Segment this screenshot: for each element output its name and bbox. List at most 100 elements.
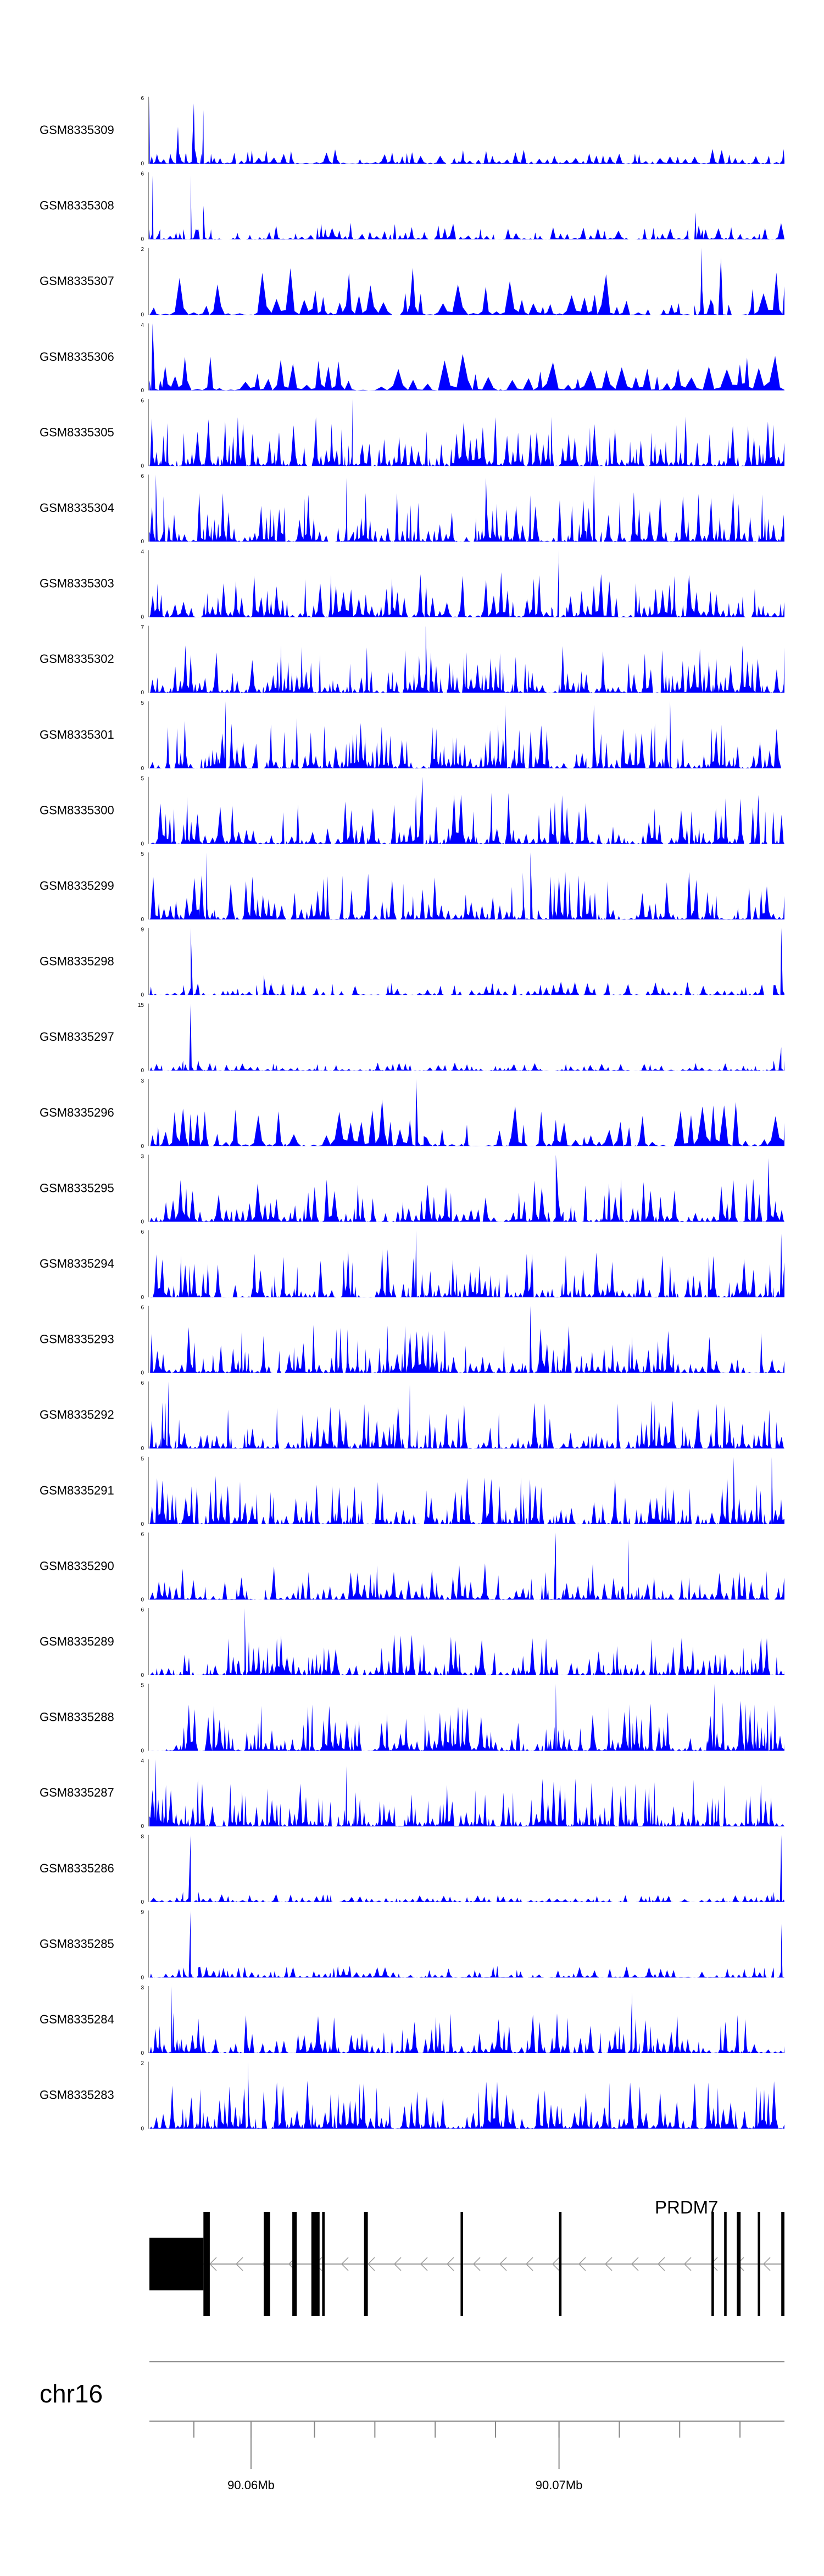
track-label: GSM8335304 <box>40 501 114 515</box>
exon-block <box>559 2212 562 2316</box>
y-max-label: 5 <box>141 1456 144 1462</box>
y-max-label: 6 <box>141 1607 144 1613</box>
y-min-label: 0 <box>141 463 144 469</box>
coverage-area <box>149 1532 784 1600</box>
y-max-label: 9 <box>141 927 144 933</box>
coverage-area <box>149 248 784 315</box>
track-label: GSM8335294 <box>40 1257 114 1270</box>
track-label: GSM8335289 <box>40 1635 114 1648</box>
y-max-label: 2 <box>141 247 144 253</box>
y-min-label: 0 <box>141 312 144 318</box>
y-max-label: 9 <box>141 1909 144 1915</box>
track-GSM8335309: GSM8335309 6 0 <box>40 96 784 167</box>
y-min-label: 0 <box>141 917 144 923</box>
track-label: GSM8335293 <box>40 1332 114 1346</box>
track-label: GSM8335307 <box>40 274 114 288</box>
y-min-label: 0 <box>141 1521 144 1527</box>
y-max-label: 3 <box>141 1985 144 1991</box>
coverage-area <box>149 1079 784 1146</box>
coverage-area <box>149 1230 784 1297</box>
y-min-label: 0 <box>141 1824 144 1830</box>
coverage-area <box>149 1003 784 1071</box>
track-label: GSM8335308 <box>40 199 114 213</box>
y-min-label: 0 <box>141 841 144 847</box>
track-GSM8335284: GSM8335284 3 0 <box>40 1985 784 2056</box>
strand-arrow-icon <box>367 2257 375 2271</box>
exon-block <box>203 2212 210 2316</box>
track-label: GSM8335299 <box>40 879 114 893</box>
track-GSM8335297: GSM8335297 15 0 <box>40 1002 784 1074</box>
y-min-label: 0 <box>141 690 144 696</box>
exon-block <box>364 2212 368 2316</box>
y-min-label: 0 <box>141 615 144 621</box>
track-label: GSM8335286 <box>40 1861 114 1875</box>
y-min-label: 0 <box>141 1597 144 1603</box>
y-min-label: 0 <box>141 237 144 243</box>
strand-arrow-icon <box>446 2257 454 2271</box>
coverage-area <box>149 626 784 693</box>
track-label: GSM8335296 <box>40 1106 114 1119</box>
coverage-area <box>149 399 784 466</box>
track-GSM8335283: GSM8335283 2 0 <box>40 2061 784 2132</box>
y-max-label: 3 <box>141 1153 144 1159</box>
track-GSM8335308: GSM8335308 6 0 <box>40 171 784 243</box>
track-GSM8335296: GSM8335296 3 0 <box>40 1078 784 1150</box>
y-min-label: 0 <box>141 388 144 394</box>
y-min-label: 0 <box>141 993 144 999</box>
strand-arrow-icon <box>341 2257 349 2271</box>
y-max-label: 6 <box>141 398 144 404</box>
track-label: GSM8335305 <box>40 425 114 439</box>
y-max-label: 5 <box>141 851 144 857</box>
y-min-label: 0 <box>141 161 144 167</box>
exon-block <box>149 2238 204 2290</box>
coverage-area <box>149 1608 784 1675</box>
track-label: GSM8335295 <box>40 1181 114 1195</box>
track-label: GSM8335283 <box>40 2088 114 2102</box>
track-GSM8335286: GSM8335286 8 0 <box>40 1834 784 1905</box>
y-max-label: 4 <box>141 1758 144 1764</box>
y-min-label: 0 <box>141 1295 144 1301</box>
track-GSM8335292: GSM8335292 6 0 <box>40 1380 784 1452</box>
track-GSM8335287: GSM8335287 4 0 <box>40 1758 784 1830</box>
strand-arrow-icon <box>472 2257 481 2271</box>
coverage-tracks: GSM833530960GSM833530860GSM833530720GSM8… <box>40 96 784 2132</box>
track-label: GSM8335298 <box>40 955 114 968</box>
track-GSM8335291: GSM8335291 5 0 <box>40 1456 784 1527</box>
exon-block <box>460 2212 463 2316</box>
y-max-label: 3 <box>141 1078 144 1084</box>
y-max-label: 6 <box>141 1380 144 1386</box>
y-min-label: 0 <box>141 1446 144 1452</box>
coverage-area <box>149 2061 784 2129</box>
track-label: GSM8335306 <box>40 350 114 364</box>
y-min-label: 0 <box>141 2050 144 2056</box>
track-label: GSM8335285 <box>40 1937 114 1950</box>
y-max-label: 6 <box>141 171 144 177</box>
coverage-area <box>149 1155 784 1222</box>
coverage-area <box>149 323 784 391</box>
strand-arrow-icon <box>499 2257 507 2271</box>
track-label: GSM8335291 <box>40 1484 114 1497</box>
coverage-area <box>149 928 784 995</box>
exon-block <box>737 2212 741 2316</box>
track-GSM8335304: GSM8335304 6 0 <box>40 473 784 545</box>
exon-block <box>781 2212 784 2316</box>
y-max-label: 2 <box>141 2061 144 2067</box>
coverage-area <box>149 97 784 164</box>
coverage-area <box>149 550 784 617</box>
coverage-area <box>149 1910 784 1978</box>
track-GSM8335294: GSM8335294 6 0 <box>40 1229 784 1301</box>
track-GSM8335306: GSM8335306 4 0 <box>40 322 784 394</box>
y-min-label: 0 <box>141 2126 144 2132</box>
coverage-area <box>149 1683 784 1751</box>
track-label: GSM8335302 <box>40 652 114 666</box>
strand-arrow-icon <box>209 2257 217 2271</box>
track-GSM8335293: GSM8335293 6 0 <box>40 1305 784 1376</box>
strand-arrow-icon <box>525 2257 533 2271</box>
y-min-label: 0 <box>141 1370 144 1376</box>
track-label: GSM8335301 <box>40 728 114 741</box>
coverage-area <box>149 1306 784 1373</box>
y-max-label: 15 <box>138 1002 144 1008</box>
exon-block <box>311 2212 320 2316</box>
y-max-label: 5 <box>141 700 144 706</box>
strand-arrow-icon <box>420 2257 428 2271</box>
